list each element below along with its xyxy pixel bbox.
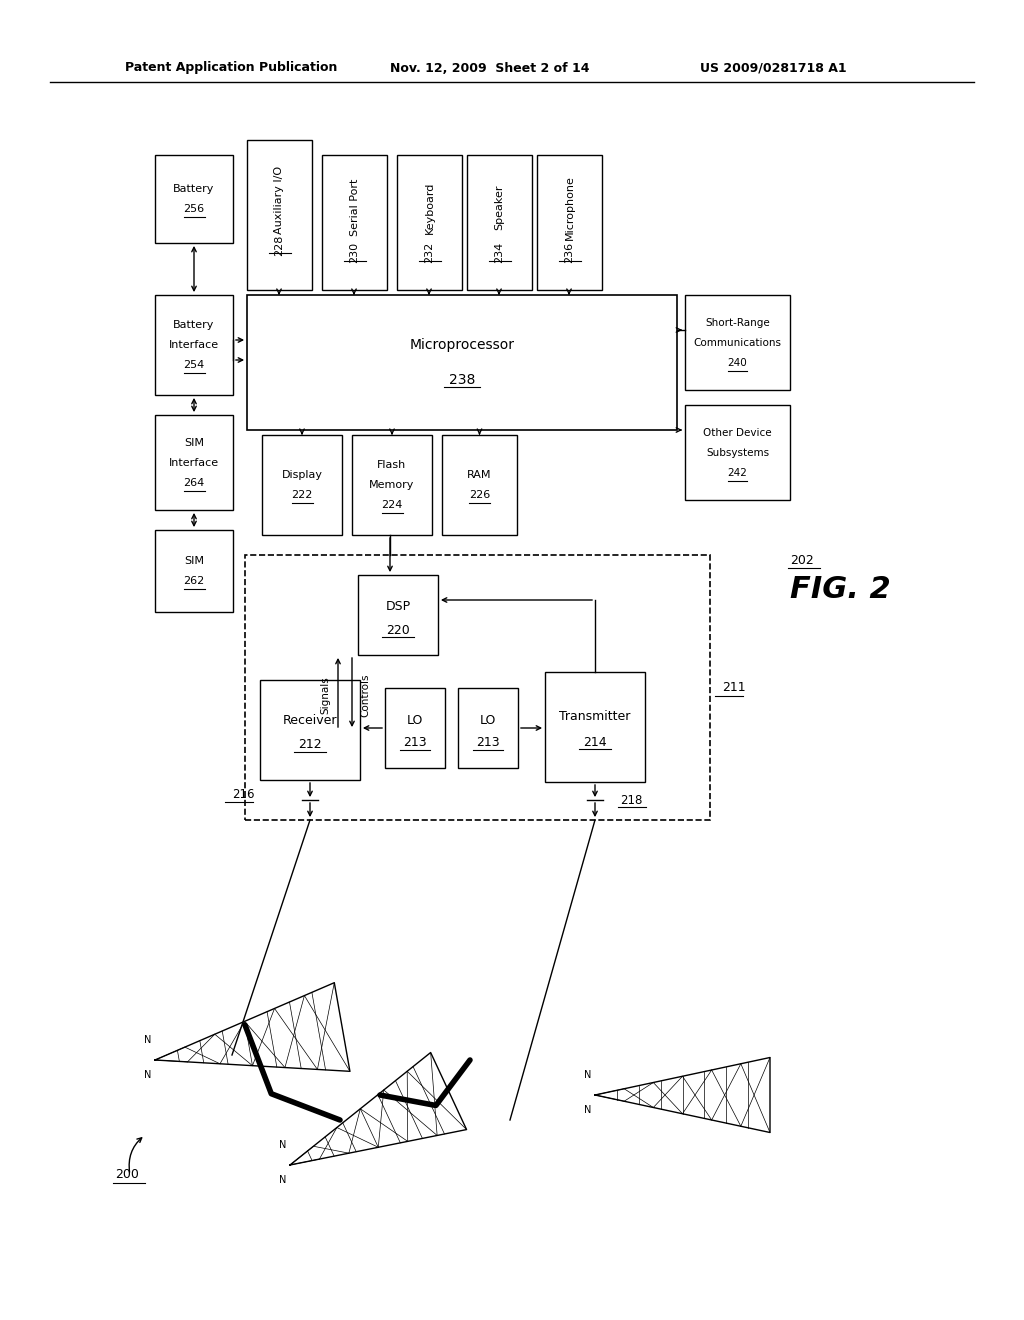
Text: RAM: RAM (467, 470, 492, 480)
Bar (442, 436, 517, 535)
Bar (155, 294, 233, 395)
Text: FIG. 2: FIG. 2 (790, 576, 891, 605)
Text: 213: 213 (403, 737, 427, 750)
Text: Auxiliary I/O: Auxiliary I/O (274, 166, 285, 234)
Text: Microphone: Microphone (564, 176, 574, 240)
Text: Display: Display (282, 470, 323, 480)
Text: 213: 213 (476, 737, 500, 750)
Text: Interface: Interface (169, 458, 219, 467)
Bar (322, 154, 387, 290)
Text: LO: LO (407, 714, 423, 726)
Text: 214: 214 (584, 735, 607, 748)
Bar (458, 688, 518, 768)
Text: Receiver: Receiver (283, 714, 337, 726)
Text: US 2009/0281718 A1: US 2009/0281718 A1 (700, 62, 847, 74)
Text: 232: 232 (425, 242, 434, 263)
Text: Flash: Flash (378, 459, 407, 470)
Bar (467, 154, 532, 290)
Text: Transmitter: Transmitter (559, 710, 631, 723)
Bar (537, 154, 602, 290)
Bar (260, 680, 360, 780)
Text: 234: 234 (495, 242, 505, 263)
Bar (155, 154, 233, 243)
Text: SIM: SIM (184, 437, 204, 447)
Text: 222: 222 (291, 490, 312, 500)
Text: Microprocessor: Microprocessor (410, 338, 514, 352)
Text: 220: 220 (386, 623, 410, 636)
Text: 240: 240 (728, 358, 748, 367)
Text: 256: 256 (183, 205, 205, 214)
Text: Memory: Memory (370, 480, 415, 490)
Text: Speaker: Speaker (495, 185, 505, 230)
Text: 242: 242 (728, 467, 748, 478)
Text: Patent Application Publication: Patent Application Publication (125, 62, 337, 74)
Text: SIM: SIM (184, 556, 204, 566)
Bar (245, 554, 710, 820)
Bar (397, 154, 462, 290)
Text: N: N (585, 1071, 592, 1080)
Text: N: N (280, 1175, 287, 1185)
Text: 216: 216 (232, 788, 255, 801)
Bar (247, 140, 312, 290)
Text: 236: 236 (564, 242, 574, 263)
Text: Nov. 12, 2009  Sheet 2 of 14: Nov. 12, 2009 Sheet 2 of 14 (390, 62, 590, 74)
Bar (155, 531, 233, 612)
Bar (358, 576, 438, 655)
Text: 226: 226 (469, 490, 490, 500)
Text: Serial Port: Serial Port (349, 178, 359, 236)
Text: 218: 218 (620, 793, 642, 807)
Text: 238: 238 (449, 374, 475, 387)
Text: LO: LO (480, 714, 497, 726)
Text: 254: 254 (183, 360, 205, 370)
Text: Interface: Interface (169, 341, 219, 350)
Text: 230: 230 (349, 242, 359, 263)
Text: Battery: Battery (173, 319, 215, 330)
Bar (262, 436, 342, 535)
Text: N: N (144, 1071, 152, 1080)
Bar (247, 294, 677, 430)
Bar (685, 294, 790, 389)
Text: Communications: Communications (693, 338, 781, 347)
Text: Battery: Battery (173, 183, 215, 194)
Text: 228: 228 (274, 235, 285, 256)
Text: 202: 202 (790, 553, 814, 566)
Bar (545, 672, 645, 781)
Text: 262: 262 (183, 576, 205, 586)
Bar (685, 405, 790, 500)
Text: Keyboard: Keyboard (425, 181, 434, 234)
Text: 212: 212 (298, 738, 322, 751)
Text: Signals: Signals (319, 676, 330, 714)
Bar (155, 414, 233, 510)
Text: Other Device: Other Device (703, 428, 772, 437)
Bar (385, 688, 445, 768)
Text: N: N (144, 1035, 152, 1045)
Text: 264: 264 (183, 478, 205, 487)
Text: 224: 224 (381, 500, 402, 510)
Text: 211: 211 (722, 681, 745, 694)
Text: N: N (585, 1105, 592, 1115)
Text: DSP: DSP (385, 601, 411, 614)
Text: 200: 200 (115, 1168, 139, 1181)
Text: N: N (280, 1140, 287, 1150)
Text: Subsystems: Subsystems (706, 447, 769, 458)
Text: Controls: Controls (360, 673, 370, 717)
Bar (352, 436, 432, 535)
Text: Short-Range: Short-Range (706, 318, 770, 327)
